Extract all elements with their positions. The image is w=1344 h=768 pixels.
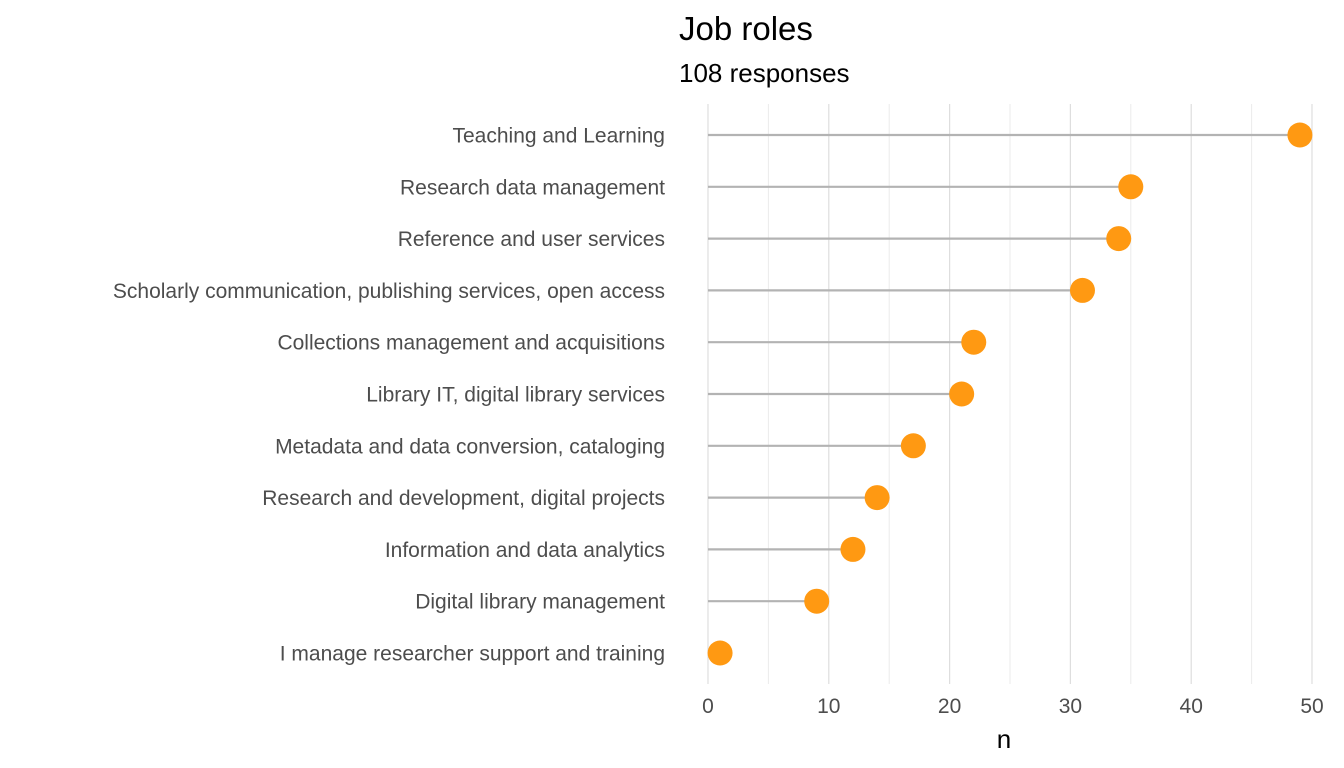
- chart-subtitle: 108 responses: [679, 58, 850, 88]
- lollipop-point: [961, 329, 987, 355]
- lollipop-point: [1118, 174, 1144, 200]
- category-label: Library IT, digital library services: [366, 384, 665, 407]
- lollipop-points: [707, 122, 1313, 666]
- x-tick-label: 10: [817, 695, 840, 718]
- category-label: Teaching and Learning: [452, 125, 665, 148]
- x-axis-label: n: [997, 724, 1011, 754]
- x-tick-label: 20: [938, 695, 961, 718]
- lollipop-point: [1106, 226, 1132, 252]
- lollipop-point: [804, 588, 830, 614]
- category-label: I manage researcher support and training: [280, 643, 665, 666]
- category-label: Metadata and data conversion, cataloging: [275, 435, 665, 458]
- category-label: Collections management and acquisitions: [277, 332, 665, 355]
- x-tick-label: 40: [1180, 695, 1203, 718]
- category-label: Digital library management: [415, 591, 665, 614]
- category-label: Reference and user services: [398, 228, 665, 251]
- category-labels: Teaching and Learning Research data manag…: [113, 125, 665, 666]
- lollipop-point: [949, 381, 975, 407]
- lollipop-stems: [708, 133, 1300, 655]
- lollipop-point: [1069, 277, 1095, 303]
- x-axis-ticks: 0 10 20 30 40 50: [702, 695, 1324, 718]
- lollipop-point: [900, 433, 926, 459]
- chart-title: Job roles: [679, 10, 813, 47]
- category-label: Scholarly communication, publishing serv…: [113, 280, 665, 303]
- x-tick-label: 0: [702, 695, 714, 718]
- lollipop-point: [1287, 122, 1313, 148]
- category-label: Research and development, digital projec…: [262, 487, 665, 510]
- category-label: Information and data analytics: [385, 539, 665, 562]
- category-label: Research data management: [400, 176, 665, 199]
- lollipop-point: [864, 485, 890, 511]
- lollipop-point: [840, 536, 866, 562]
- x-tick-label: 50: [1300, 695, 1323, 718]
- lollipop-point: [707, 640, 733, 666]
- x-tick-label: 30: [1059, 695, 1082, 718]
